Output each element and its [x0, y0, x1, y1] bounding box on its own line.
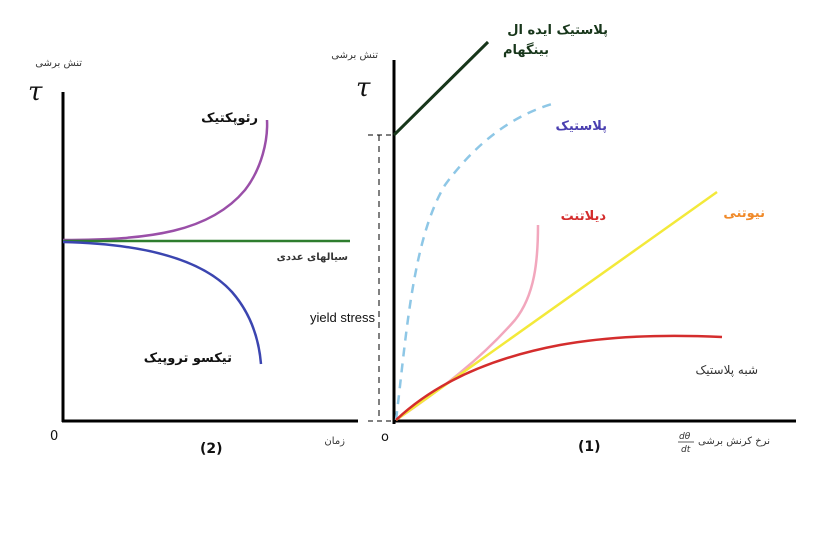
pseudoplastic-label: شبه پلاستیک — [696, 363, 758, 377]
left-ylabel: تنش برشی — [35, 58, 82, 69]
rheopectic-curve — [62, 119, 269, 242]
pseudoplastic-curve — [395, 334, 723, 421]
right-xlabel-derivative-den: dt — [681, 445, 691, 455]
plastic-curve — [394, 102, 553, 421]
right-ylabel: تنش برشی — [331, 50, 378, 61]
right-xlabel: نرخ کرنش برشی — [698, 436, 770, 447]
left-origin-label: 0 — [50, 429, 58, 444]
thixotropic-curve — [62, 240, 263, 365]
dilatant-curve — [395, 224, 540, 422]
right-origin-label: o — [381, 430, 389, 445]
right-panel-number: (1) — [578, 439, 601, 455]
bingham-label-line1: پلاستیک ایده ال — [507, 23, 608, 38]
left-xlabel: زمان — [324, 436, 345, 447]
left-panel: تنش برشی τ 0 زمان (2) رئوپکتیک سیالهای ع… — [28, 58, 358, 457]
left-tau-symbol: τ — [28, 77, 43, 107]
dilatant-label: دیلاتنت — [561, 209, 607, 224]
newtonian-label: نیوتنی — [723, 206, 765, 221]
thixotropic-label: تیکسو تروپیک — [144, 351, 232, 366]
bingham-label-line2: بینگهام — [503, 42, 549, 58]
right-xlabel-derivative-num: dθ — [679, 432, 691, 442]
right-panel: تنش برشی τ yield stress o (1) نرخ کرنش ب… — [310, 23, 796, 455]
rheopectic-label: رئوپکتیک — [201, 111, 258, 126]
left-panel-number: (2) — [200, 441, 223, 457]
bingham-line — [392, 40, 490, 137]
right-tau-symbol: τ — [356, 73, 371, 103]
plastic-label: پلاستیک — [556, 119, 607, 134]
newtonian-time-label: سیالهای عددی — [277, 252, 348, 263]
yield-stress-label: yield stress — [310, 310, 376, 325]
